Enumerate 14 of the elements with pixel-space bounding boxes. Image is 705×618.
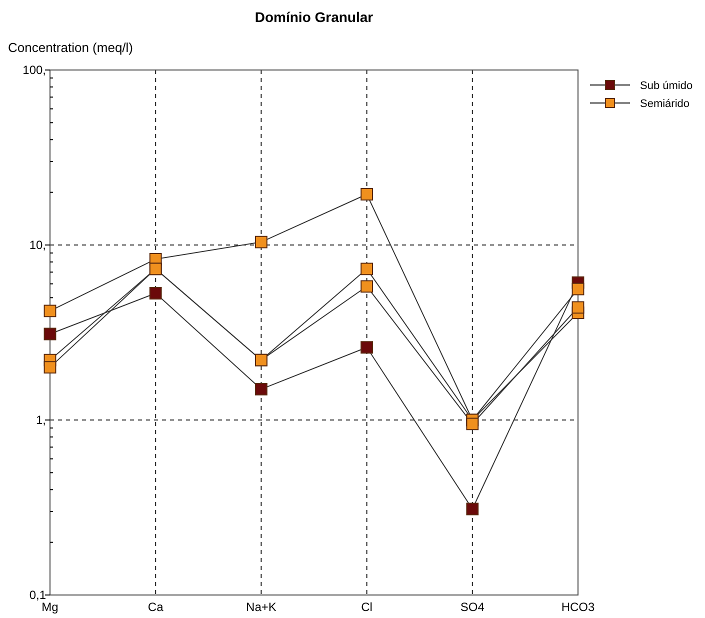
x-tick-label: HCO3 xyxy=(561,600,595,614)
legend-label: Semiárido xyxy=(640,98,690,110)
x-tick-label: Ca xyxy=(148,600,164,614)
y-axis-title: Concentration (meq/l) xyxy=(8,40,133,55)
y-tick-label: 1, xyxy=(36,412,46,427)
x-tick-label: Na+K xyxy=(246,600,276,614)
y-tick-label: 100, xyxy=(22,62,46,77)
legend-label: Sub úmido xyxy=(640,80,693,92)
x-tick-label: Cl xyxy=(361,600,372,614)
chart-title: Domínio Granular xyxy=(254,9,374,25)
x-tick-label: SO4 xyxy=(460,600,485,614)
x-tick-label: Mg xyxy=(42,600,58,614)
y-tick-label: 10, xyxy=(29,238,46,252)
y-tick-label: 0,1 xyxy=(29,588,46,602)
